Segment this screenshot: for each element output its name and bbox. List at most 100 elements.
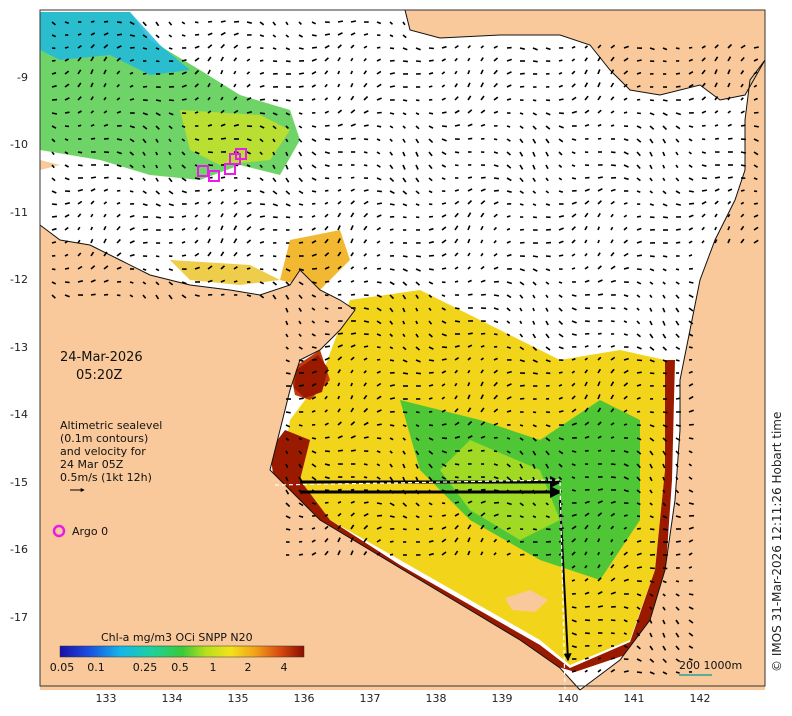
velocity-arrow [415, 450, 420, 456]
velocity-arrow [402, 320, 406, 325]
velocity-arrow [480, 279, 486, 283]
velocity-arrow [467, 407, 472, 413]
velocity-arrow [402, 47, 408, 51]
velocity-arrow [662, 333, 667, 339]
velocity-arrow [558, 320, 564, 325]
velocity-arrow [480, 421, 486, 426]
velocity-arrow [77, 226, 81, 231]
velocity-arrow [428, 281, 434, 285]
velocity-arrow [298, 450, 303, 455]
velocity-arrow [558, 346, 564, 350]
velocity-arrow [649, 515, 654, 519]
velocity-arrow [363, 212, 369, 218]
velocity-arrow [389, 34, 394, 38]
velocity-arrow [571, 450, 577, 453]
velocity-arrow [610, 82, 615, 88]
velocity-arrow [428, 540, 434, 543]
velocity-arrow [103, 176, 109, 179]
velocity-arrow [207, 251, 212, 257]
velocity-arrow [77, 252, 82, 257]
velocity-arrow [51, 268, 56, 271]
velocity-arrow [415, 99, 420, 102]
velocity-arrow [103, 265, 109, 270]
velocity-arrow [324, 409, 328, 413]
velocity-arrow [519, 346, 525, 351]
velocity-arrow [168, 99, 174, 102]
velocity-arrow [376, 190, 382, 193]
velocity-arrow [467, 123, 473, 127]
velocity-arrow [181, 84, 187, 88]
velocity-arrow [415, 47, 421, 51]
velocity-arrow [337, 512, 342, 517]
velocity-arrow [584, 45, 589, 49]
velocity-arrow [636, 112, 642, 115]
legend-line: 0.5m/s (1kt 12h) [60, 471, 152, 484]
velocity-arrow [688, 227, 694, 231]
velocity-arrow [324, 513, 329, 517]
velocity-arrow [454, 537, 459, 543]
velocity-arrow [558, 307, 563, 312]
velocity-arrow [532, 60, 538, 63]
velocity-arrow [389, 424, 395, 427]
velocity-arrow [129, 98, 135, 101]
velocity-arrow [701, 45, 706, 49]
velocity-arrow [480, 200, 486, 205]
velocity-arrow [350, 70, 354, 75]
velocity-arrow [64, 164, 69, 168]
velocity-arrow [701, 57, 706, 62]
velocity-arrow [688, 552, 693, 556]
velocity-arrow [558, 215, 564, 218]
velocity-arrow [116, 110, 122, 114]
velocity-arrow [246, 45, 252, 49]
velocity-arrow [662, 47, 668, 51]
velocity-arrow [688, 214, 694, 218]
velocity-arrow [103, 238, 107, 244]
velocity-arrow [597, 252, 601, 257]
velocity-arrow [324, 138, 331, 141]
velocity-arrow [285, 359, 290, 363]
velocity-arrow [675, 281, 680, 285]
velocity-arrow [506, 552, 511, 556]
velocity-arrow [545, 125, 551, 130]
velocity-arrow [454, 369, 458, 374]
velocity-arrow [298, 333, 302, 337]
velocity-arrow [441, 138, 447, 142]
velocity-arrow [389, 307, 394, 313]
velocity-arrow [77, 82, 82, 88]
velocity-arrow [480, 225, 484, 231]
velocity-arrow [623, 57, 629, 62]
velocity-arrow [688, 619, 694, 624]
velocity-arrow [415, 515, 420, 519]
velocity-arrow [623, 252, 629, 257]
velocity-arrow [701, 82, 706, 88]
velocity-arrow [662, 294, 666, 299]
velocity-arrow [636, 476, 641, 482]
velocity-arrow [272, 125, 277, 130]
velocity-arrow [480, 109, 486, 114]
velocity-arrow [740, 201, 745, 205]
velocity-arrow [129, 21, 135, 26]
velocity-arrow [636, 437, 642, 441]
velocity-arrow [584, 225, 588, 231]
velocity-arrow [376, 502, 382, 505]
velocity-arrow [636, 566, 643, 569]
velocity-arrow [90, 265, 96, 270]
velocity-arrow [363, 320, 370, 323]
y-tick-label: -15 [10, 476, 28, 489]
velocity-arrow [727, 43, 733, 49]
velocity-arrow [311, 294, 317, 298]
velocity-arrow [90, 123, 95, 127]
velocity-arrow [675, 268, 680, 271]
velocity-arrow [155, 255, 160, 258]
velocity-arrow [324, 395, 328, 400]
velocity-arrow [51, 281, 57, 285]
velocity-arrow [402, 177, 407, 183]
velocity-arrow [402, 424, 407, 428]
velocity-arrow [402, 411, 408, 414]
velocity-arrow [168, 177, 173, 183]
velocity-arrow [298, 437, 303, 441]
velocity-arrow [532, 320, 536, 325]
velocity-arrow [51, 72, 57, 75]
velocity-arrow [428, 476, 433, 482]
velocity-arrow [402, 164, 406, 170]
